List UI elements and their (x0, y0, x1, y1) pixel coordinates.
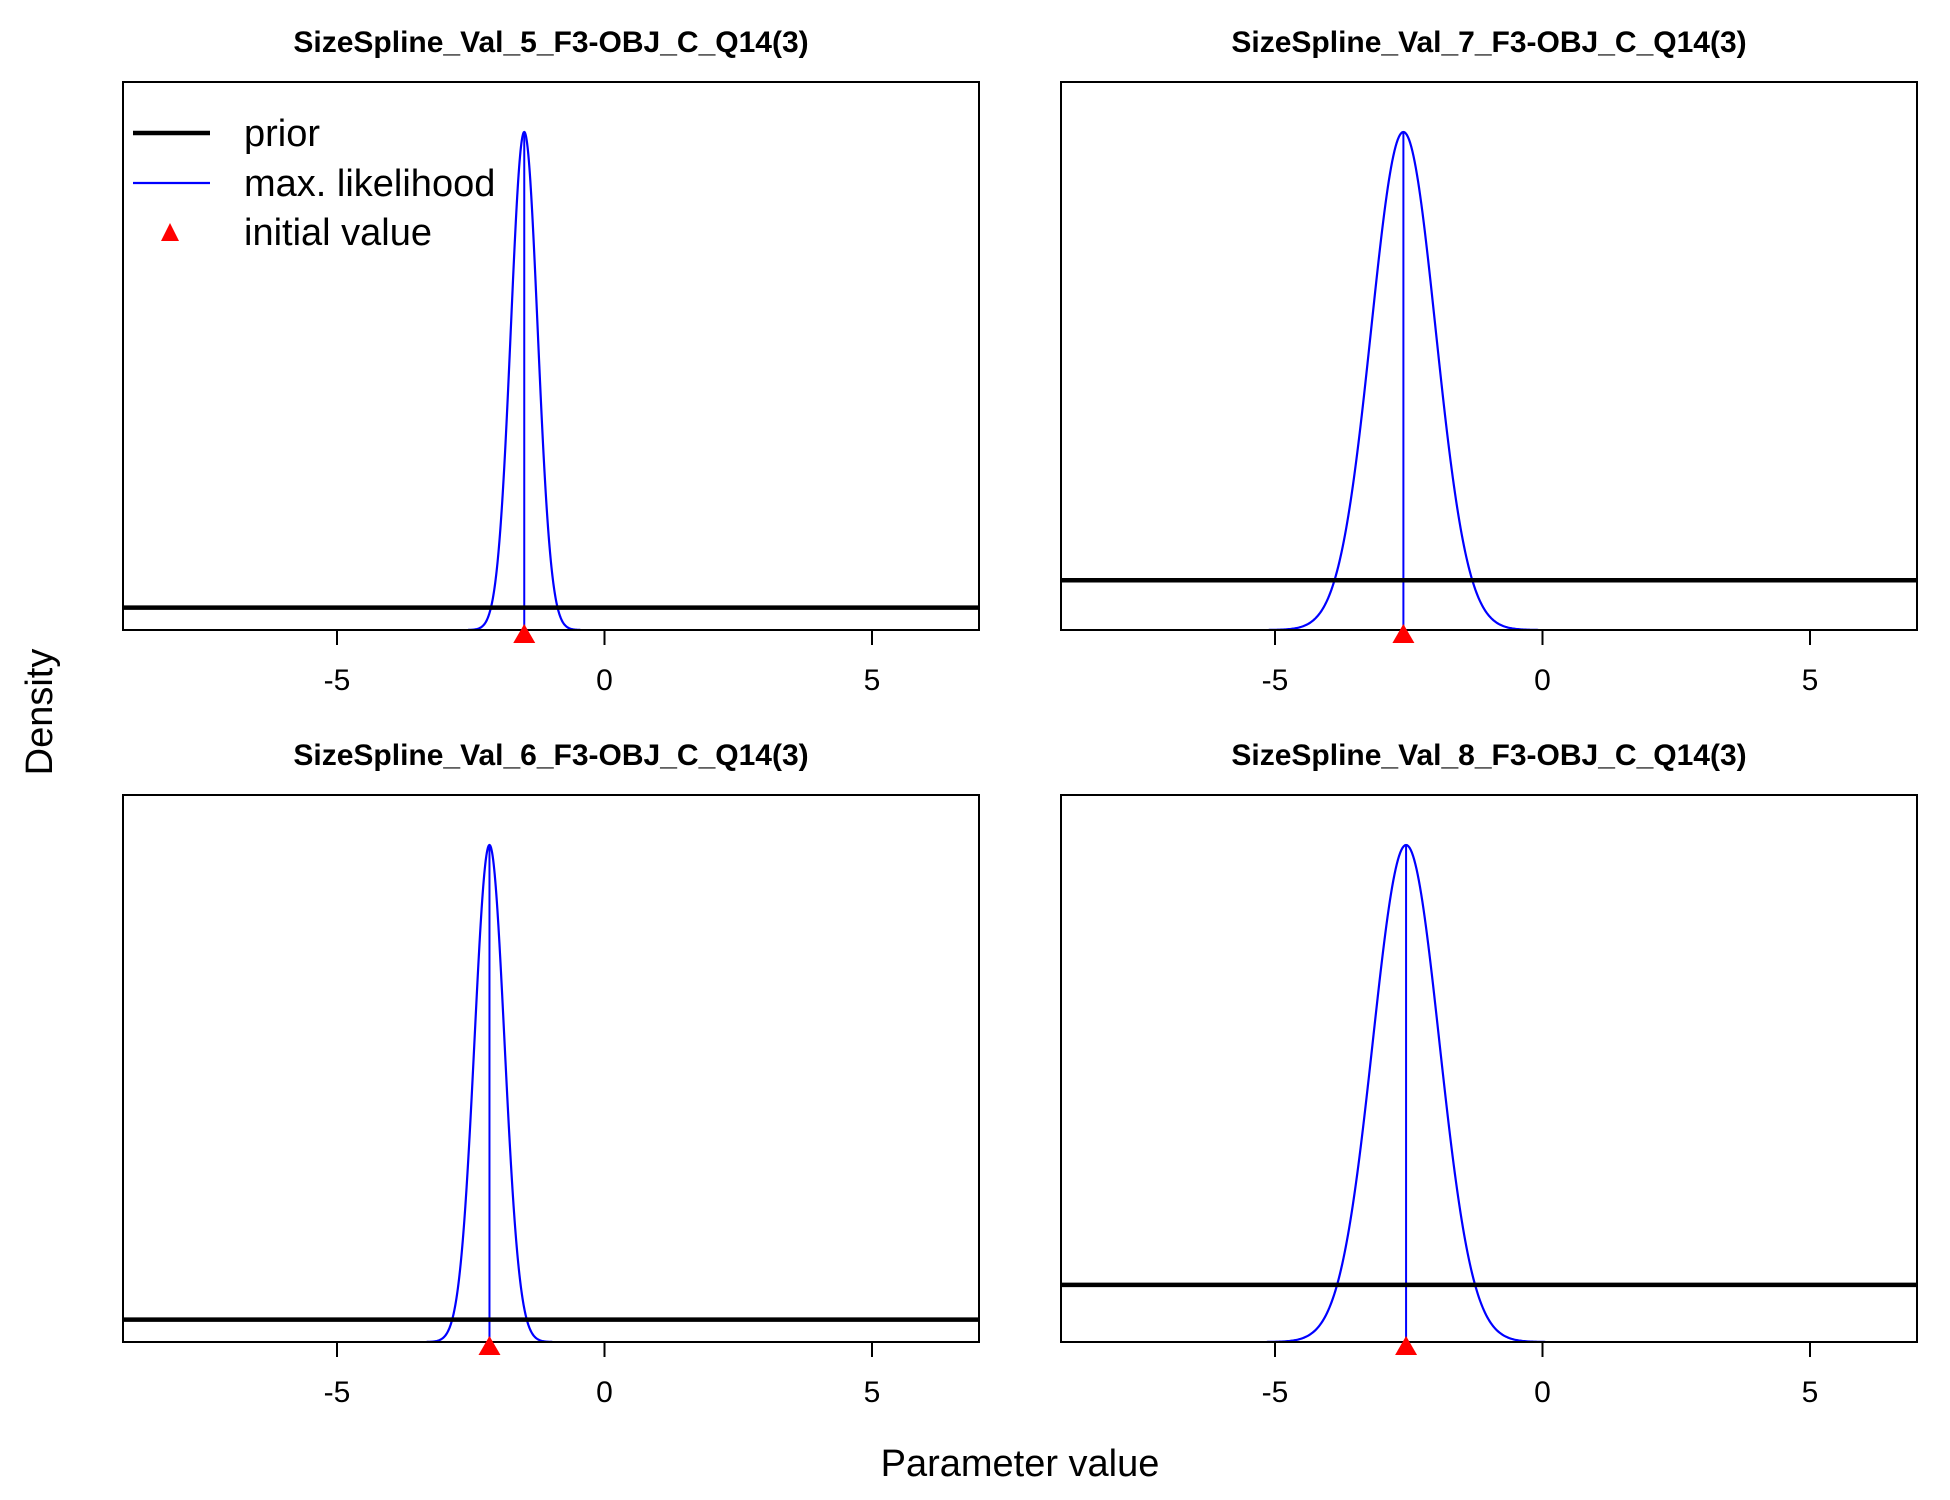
x-axis-title: Parameter value (881, 1443, 1160, 1485)
plot-frame (1060, 794, 1918, 1343)
x-tick-label: -5 (1262, 1376, 1289, 1409)
initial-value-marker (513, 624, 536, 643)
x-tick-label: -5 (324, 1376, 351, 1409)
plot-frame (122, 81, 980, 631)
y-axis-title: Density (19, 649, 61, 776)
x-tick-label: 0 (1534, 664, 1551, 697)
x-tick-label: 0 (596, 1376, 613, 1409)
panel-title: SizeSpline_Val_5_F3-OBJ_C_Q14(3) (293, 26, 808, 59)
x-tick-label: -5 (324, 664, 351, 697)
legend-label: initial value (244, 212, 432, 254)
panel-1: SizeSpline_Val_5_F3-OBJ_C_Q14(3) -5 0 5 (122, 26, 980, 697)
x-tick-label: 5 (864, 1376, 881, 1409)
panel-3: SizeSpline_Val_6_F3-OBJ_C_Q14(3) -5 0 5 (122, 739, 980, 1409)
x-tick-label: 0 (596, 664, 613, 697)
panel-2: SizeSpline_Val_7_F3-OBJ_C_Q14(3) -5 0 5 (1060, 26, 1918, 697)
initial-value-marker (1392, 624, 1415, 643)
legend-initial-swatch (161, 223, 179, 241)
panel-4: SizeSpline_Val_8_F3-OBJ_C_Q14(3) -5 0 5 (1060, 739, 1918, 1409)
initial-value-marker (1395, 1336, 1418, 1355)
legend-label: max. likelihood (244, 163, 495, 205)
x-tick-label: 5 (1802, 1376, 1819, 1409)
x-tick-label: 0 (1534, 1376, 1551, 1409)
initial-value-marker (478, 1336, 501, 1355)
x-tick-label: 5 (1802, 664, 1819, 697)
panel-title: SizeSpline_Val_6_F3-OBJ_C_Q14(3) (293, 739, 808, 772)
x-tick-label: -5 (1262, 664, 1289, 697)
x-tick-label: 5 (864, 664, 881, 697)
panel-title: SizeSpline_Val_8_F3-OBJ_C_Q14(3) (1231, 739, 1746, 772)
plot-frame (1060, 81, 1918, 631)
plot-frame (122, 794, 980, 1343)
legend-label: prior (244, 113, 320, 155)
legend: prior max. likelihood initial value (133, 113, 495, 254)
panel-title: SizeSpline_Val_7_F3-OBJ_C_Q14(3) (1231, 26, 1746, 59)
